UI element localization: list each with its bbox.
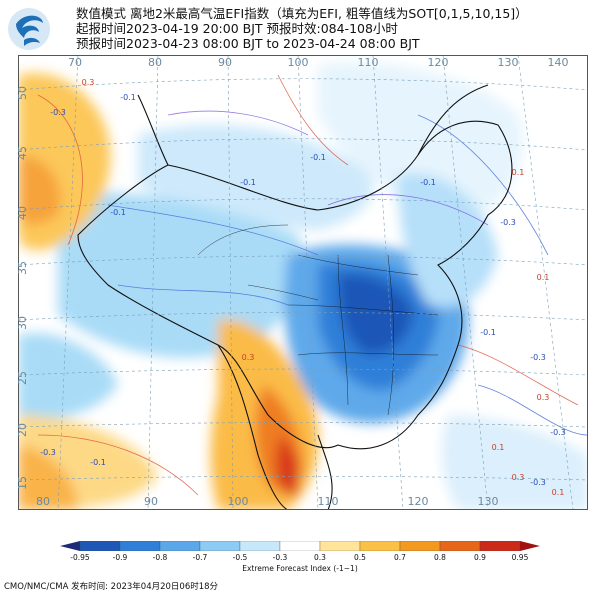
contour-label: -0.3 <box>500 218 516 227</box>
china-boundary <box>77 120 513 450</box>
lat-label: 25 <box>18 371 29 385</box>
colorbar-segment <box>199 541 241 551</box>
lon-label-top: 70 <box>68 56 82 69</box>
colorbar-segment <box>439 541 481 551</box>
lon-label-bottom: 80 <box>36 495 50 508</box>
contour-label: -0.1 <box>240 178 256 187</box>
lat-label: 20 <box>18 423 29 437</box>
contour-label: 0.1 <box>512 168 525 177</box>
colorbar-segment <box>359 541 401 551</box>
colorbar-segment <box>399 541 441 551</box>
colorbar-title: Extreme Forecast Index (-1~1) <box>242 564 358 573</box>
contour-label: -0.3 <box>50 108 66 117</box>
lon-label-bottom: 120 <box>408 495 429 508</box>
valid-time: 预报时间2023-04-23 08:00 BJT to 2023-04-24 0… <box>76 36 420 51</box>
lon-label-top: 80 <box>148 56 162 69</box>
contour-label: 0.3 <box>537 393 550 402</box>
colorbar-tick-label: 0.95 <box>511 553 529 562</box>
colorbar-segment <box>79 541 121 551</box>
lon-label-top: 130 <box>498 56 519 69</box>
efi-map: -0.3 -0.1 0.3 -0.1 -0.1 0.1 -0.3 -0.1 -0.1 0.1 -0.… <box>16 55 588 510</box>
lat-label: 30 <box>18 316 29 330</box>
colorbar-tick-label: -0.8 <box>152 553 168 562</box>
map-title: 数值模式 离地2米最高气温EFI指数（填充为EFI, 粗等值线为SOT[0,1,… <box>76 6 528 21</box>
map-header: 数值模式 离地2米最高气温EFI指数（填充为EFI, 粗等值线为SOT[0,1,… <box>76 6 596 51</box>
init-time: 起报时间2023-04-19 20:00 BJT 预报时效:084-108小时 <box>76 21 398 36</box>
lon-label-bottom: 130 <box>478 495 499 508</box>
contour-label: 0.1 <box>552 488 565 497</box>
contour-label: 0.1 <box>537 273 550 282</box>
colorbar-tick-label: -0.9 <box>112 553 128 562</box>
lon-label-bottom: 110 <box>318 495 339 508</box>
colorbar-segment <box>520 541 540 551</box>
lat-label: 35 <box>18 261 29 275</box>
colorbar-tick-label: 0.7 <box>394 553 406 562</box>
colorbar-tick-label: 0.5 <box>354 553 366 562</box>
contour-label: -0.3 <box>530 353 546 362</box>
colorbar-tick-label: 0.3 <box>314 553 326 562</box>
colorbar-tick-label: 0.9 <box>474 553 486 562</box>
colorbar-labels: -0.95 -0.9 -0.8 -0.7 -0.5 -0.3 0.3 0.5 0.7 0.8 0.9… <box>0 553 600 565</box>
lat-label: 15 <box>18 476 29 490</box>
lon-label-top: 110 <box>358 56 379 69</box>
colorbar <box>60 541 540 551</box>
contour-label: 0.3 <box>512 473 525 482</box>
colorbar-tick-label: 0.8 <box>434 553 446 562</box>
contour-label: 0.3 <box>82 78 95 87</box>
cma-logo-icon <box>8 8 50 50</box>
contour-label: -0.3 <box>550 428 566 437</box>
contour-label: -0.1 <box>110 208 126 217</box>
lon-label-top: 90 <box>218 56 232 69</box>
colorbar-segment <box>479 541 521 551</box>
contour-label: -0.1 <box>90 458 106 467</box>
colorbar-segment <box>279 541 321 551</box>
contour-label: 0.1 <box>492 443 505 452</box>
lon-label-top: 120 <box>428 56 449 69</box>
lon-label-bottom: 90 <box>144 495 158 508</box>
lon-label-bottom: 100 <box>228 495 249 508</box>
colorbar-segment <box>239 541 281 551</box>
publish-info: CMO/NMC/CMA 发布时间: 2023年04月20日06时18分 <box>4 582 219 592</box>
contour-label: -0.1 <box>310 153 326 162</box>
colorbar-segment <box>60 541 80 551</box>
colorbar-tick-label: -0.95 <box>70 553 90 562</box>
colorbar-tick-label: -0.3 <box>272 553 288 562</box>
contour-label: -0.1 <box>480 328 496 337</box>
colorbar-segment <box>119 541 161 551</box>
lon-label-top: 100 <box>288 56 309 69</box>
lat-label: 50 <box>18 86 29 100</box>
contour-label: 0.3 <box>242 353 255 362</box>
colorbar-tick-label: -0.5 <box>232 553 248 562</box>
lat-label: 45 <box>18 146 29 160</box>
colorbar-tick-label: -0.7 <box>192 553 208 562</box>
colorbar-segment <box>319 541 361 551</box>
lon-label-top: 140 <box>548 56 569 69</box>
contour-label: -0.3 <box>40 448 56 457</box>
lat-label: 40 <box>18 206 29 220</box>
contour-label: -0.1 <box>420 178 436 187</box>
colorbar-segment <box>159 541 201 551</box>
contour-label: -0.3 <box>530 478 546 487</box>
contour-label: -0.1 <box>120 93 136 102</box>
